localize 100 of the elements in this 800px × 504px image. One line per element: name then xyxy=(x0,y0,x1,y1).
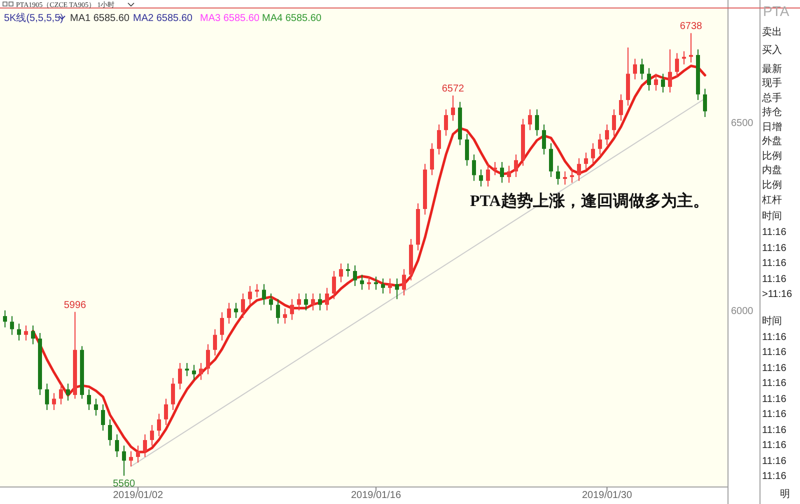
candlestick xyxy=(66,383,70,402)
candlestick xyxy=(591,142,595,164)
candlestick xyxy=(220,312,224,341)
candlestick xyxy=(675,52,679,78)
candlestick xyxy=(577,158,581,182)
y-tick-label: 6500 xyxy=(731,118,754,130)
candlestick xyxy=(584,152,588,170)
candlestick xyxy=(17,323,21,341)
candlestick xyxy=(381,278,385,294)
candlestick xyxy=(451,95,455,122)
candlestick xyxy=(465,133,469,166)
candlestick xyxy=(234,302,238,318)
candlestick xyxy=(444,108,448,136)
candlestick xyxy=(143,434,147,458)
candlestick xyxy=(633,58,637,80)
text: 11:16 xyxy=(762,363,787,374)
candlestick xyxy=(192,364,196,380)
text: 11:16 xyxy=(762,243,787,254)
text: 11:16 xyxy=(762,274,787,285)
text: 11:16 xyxy=(762,227,787,238)
annotation: 5996 xyxy=(64,300,87,311)
y-tick-label: 6000 xyxy=(731,306,754,317)
text: 比例 xyxy=(762,150,782,162)
candlestick xyxy=(129,450,133,467)
candlestick xyxy=(402,268,406,296)
text: 杠杆 xyxy=(761,194,782,206)
candlestick xyxy=(570,169,574,184)
x-tick-label: 2019/01/30 xyxy=(582,490,632,501)
candlestick xyxy=(514,154,518,178)
text: 11:16 xyxy=(762,471,787,482)
candlestick xyxy=(472,154,476,182)
candlestick xyxy=(59,383,63,405)
candlestick xyxy=(269,293,273,311)
candlestick xyxy=(248,286,252,306)
text: 11:16 xyxy=(762,347,787,358)
candlestick xyxy=(339,262,343,283)
text: 明 xyxy=(780,489,790,500)
candlestick xyxy=(213,328,217,356)
candlestick xyxy=(45,383,49,410)
annotation: MA2 6585.60 xyxy=(133,13,193,24)
text: 11:16 xyxy=(762,440,787,451)
candlestick xyxy=(556,165,560,186)
annotation: 6738 xyxy=(680,21,703,32)
annotation: 5K线(5,5,5,5) xyxy=(4,12,64,24)
candlestick xyxy=(276,298,280,324)
candlestick xyxy=(185,362,189,377)
candlestick xyxy=(178,362,182,390)
candlestick xyxy=(640,58,644,80)
text: 11:16 xyxy=(762,456,787,467)
candlestick xyxy=(479,169,483,187)
candlestick xyxy=(346,262,350,278)
candlestick xyxy=(430,142,434,176)
candlestick xyxy=(542,124,546,156)
candlestick xyxy=(108,418,112,446)
candlestick xyxy=(10,316,14,336)
candlestick xyxy=(3,310,7,328)
text: 11:16 xyxy=(762,409,787,420)
candlestick xyxy=(689,32,693,63)
candlestick xyxy=(654,73,658,92)
candlestick xyxy=(535,108,539,136)
candlestick xyxy=(668,48,672,94)
candlestick xyxy=(360,274,364,290)
candlestick xyxy=(164,398,168,426)
annotation: 5560 xyxy=(112,478,136,490)
candlestick xyxy=(395,278,399,300)
x-tick-label: 2019/01/16 xyxy=(350,490,402,501)
candlestick xyxy=(171,378,175,410)
text: 11:16 xyxy=(762,378,787,389)
candlestick xyxy=(703,88,707,118)
candlestick xyxy=(199,362,203,380)
candlestick xyxy=(297,293,301,311)
candlestick xyxy=(101,404,105,432)
candlestick xyxy=(353,264,357,287)
candlestick xyxy=(493,162,497,176)
candlestick xyxy=(262,284,266,306)
candlestick xyxy=(206,344,210,375)
candlestick xyxy=(311,293,315,311)
candlestick xyxy=(136,445,140,464)
candlestick xyxy=(87,388,91,410)
candlestick xyxy=(325,287,329,311)
candlestick xyxy=(661,73,665,94)
text: 总手 xyxy=(761,92,782,104)
candlestick xyxy=(304,293,308,311)
text: 买入 xyxy=(762,44,782,56)
candlestick xyxy=(115,434,119,458)
candlestick xyxy=(31,324,35,345)
candlestick xyxy=(598,133,602,156)
candlestick xyxy=(24,324,28,341)
annotation: 6572 xyxy=(442,84,465,95)
candlestick xyxy=(283,308,287,324)
candlestick xyxy=(437,124,441,156)
candlestick xyxy=(549,142,553,178)
text: 时间 xyxy=(762,315,782,327)
candlestick xyxy=(528,108,532,131)
text: 卖出 xyxy=(762,26,782,38)
text: 内盘 xyxy=(762,164,782,176)
candlestick xyxy=(94,398,98,416)
candlestick xyxy=(507,165,511,184)
annotation: MA4 6585.60 xyxy=(262,13,322,24)
candlestick xyxy=(227,302,231,324)
